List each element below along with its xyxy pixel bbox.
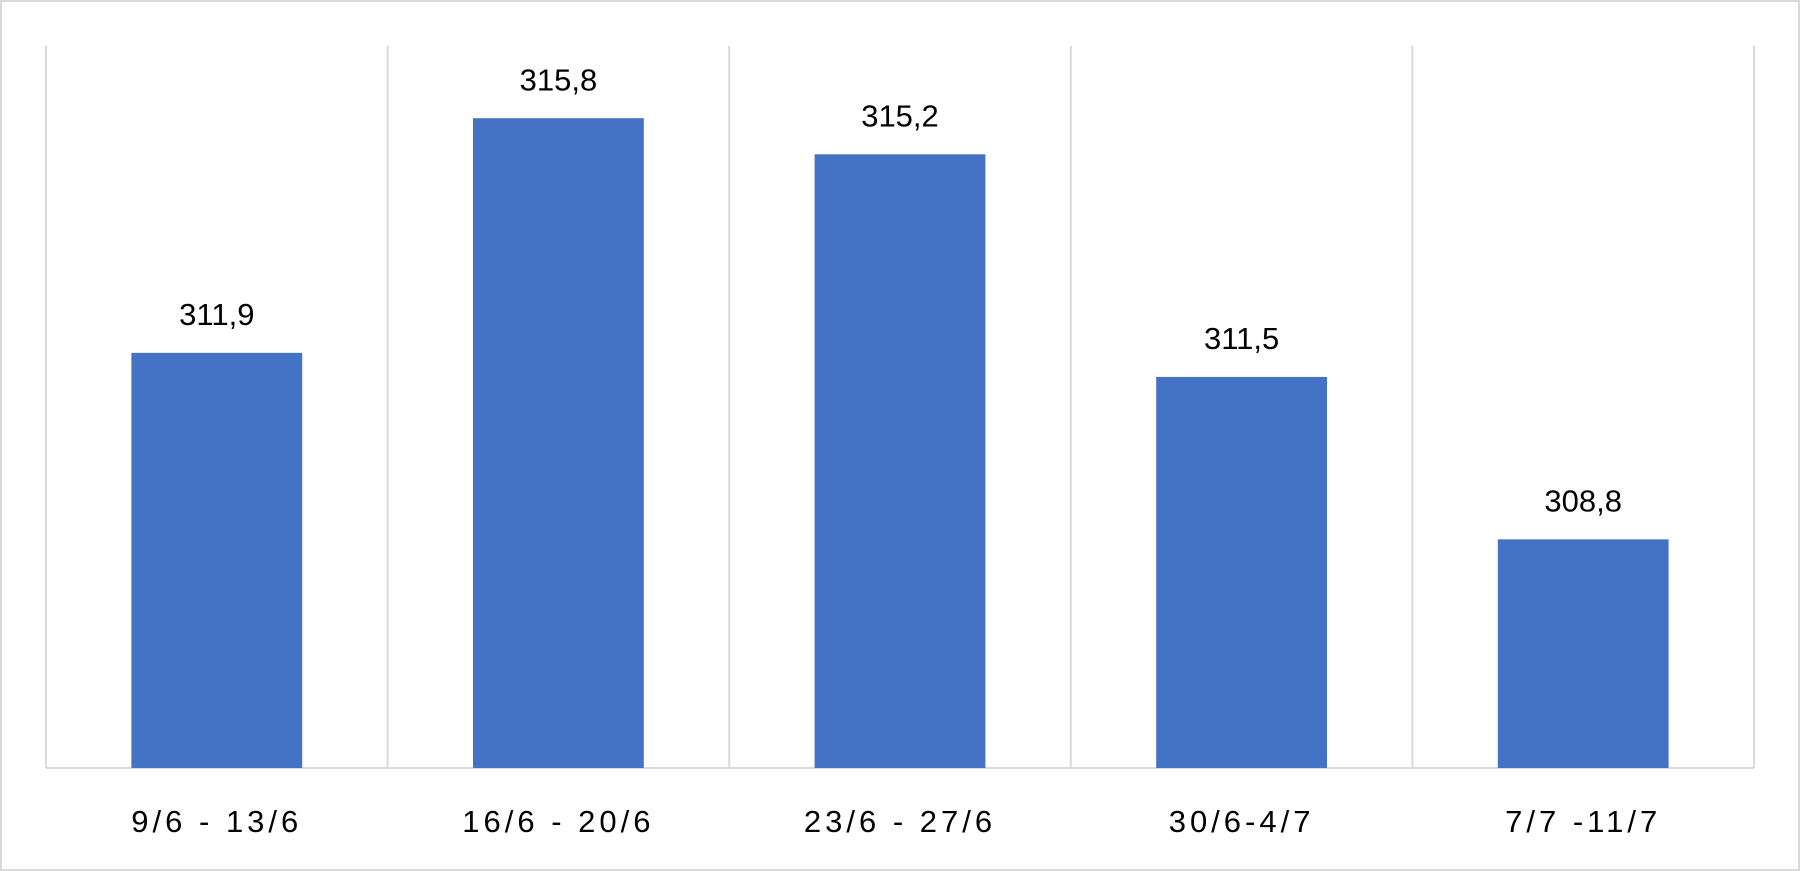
- data-label: 311,5: [1204, 321, 1279, 356]
- data-label: 311,9: [179, 297, 254, 332]
- bar: [473, 118, 644, 768]
- x-tick-label: 9/6 - 13/6: [131, 804, 302, 839]
- bar: [131, 352, 303, 768]
- x-tick-label: 7/7 -11/7: [1505, 804, 1661, 839]
- x-tick-label: 23/6 - 27/6: [804, 804, 996, 839]
- bar: [1156, 376, 1327, 768]
- data-label: 315,2: [861, 98, 939, 133]
- bar: [1497, 539, 1669, 768]
- data-label: 315,8: [520, 62, 598, 97]
- data-label: 308,8: [1544, 484, 1622, 519]
- x-tick-label: 16/6 - 20/6: [462, 804, 654, 839]
- bar: [814, 154, 986, 769]
- x-tick-label: 30/6-4/7: [1169, 804, 1315, 839]
